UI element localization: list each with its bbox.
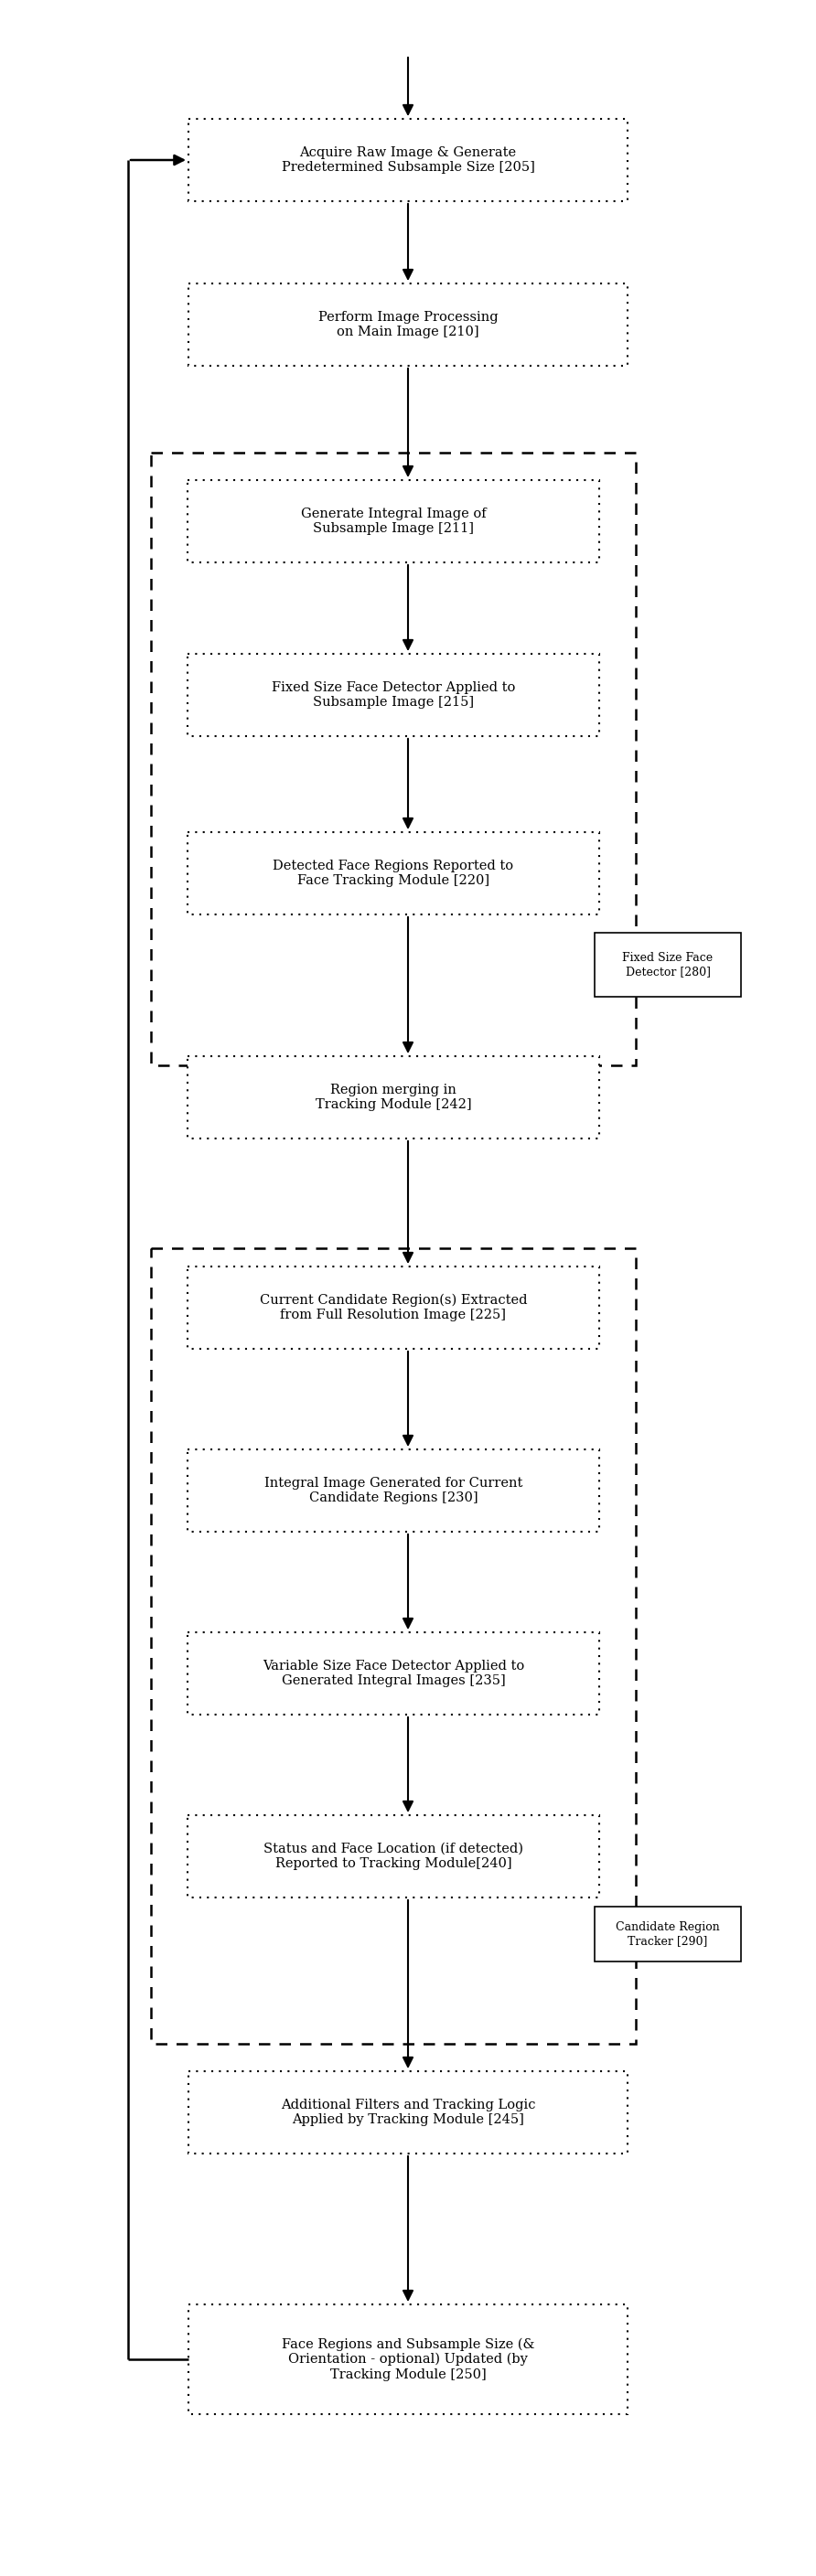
Text: Fixed Size Face
Detector [280]: Fixed Size Face Detector [280] [623, 953, 713, 976]
Text: Face Regions and Subsample Size (&
Orientation - optional) Updated (by
Tracking : Face Regions and Subsample Size (& Orien… [282, 2336, 534, 2380]
Bar [188, 1816, 599, 1899]
Bar [595, 933, 741, 997]
Bar [188, 654, 599, 737]
Bar [188, 283, 628, 366]
Text: Variable Size Face Detector Applied to
Generated Integral Images [235]: Variable Size Face Detector Applied to G… [263, 1659, 525, 1687]
Text: Additional Filters and Tracking Logic
Applied by Tracking Module [245]: Additional Filters and Tracking Logic Ap… [281, 2099, 535, 2125]
Bar [188, 2306, 628, 2414]
Text: Acquire Raw Image & Generate
Predetermined Subsample Size [205]: Acquire Raw Image & Generate Predetermin… [282, 147, 534, 173]
Bar [151, 453, 636, 1066]
Text: Detected Face Regions Reported to
Face Tracking Module [220]: Detected Face Regions Reported to Face T… [273, 860, 514, 886]
Bar [595, 1906, 741, 1960]
Text: Candidate Region
Tracker [290]: Candidate Region Tracker [290] [616, 1922, 720, 1947]
Bar [188, 118, 628, 201]
Text: Status and Face Location (if detected)
Reported to Tracking Module[240]: Status and Face Location (if detected) R… [264, 1842, 523, 1870]
Text: Region merging in
Tracking Module [242]: Region merging in Tracking Module [242] [315, 1084, 472, 1110]
Text: Generate Integral Image of
Subsample Image [211]: Generate Integral Image of Subsample Ima… [300, 507, 486, 536]
Text: Fixed Size Face Detector Applied to
Subsample Image [215]: Fixed Size Face Detector Applied to Subs… [272, 680, 515, 708]
Text: Perform Image Processing
on Main Image [210]: Perform Image Processing on Main Image [… [318, 312, 498, 337]
Bar [188, 2071, 628, 2154]
Bar [188, 1633, 599, 1716]
Bar [151, 1249, 636, 2043]
Bar [188, 479, 599, 562]
Text: Current Candidate Region(s) Extracted
from Full Resolution Image [225]: Current Candidate Region(s) Extracted fr… [259, 1293, 527, 1321]
Bar [188, 1450, 599, 1533]
Bar [188, 1056, 599, 1139]
Text: Integral Image Generated for Current
Candidate Regions [230]: Integral Image Generated for Current Can… [264, 1476, 522, 1504]
Bar [188, 832, 599, 914]
Bar [188, 1267, 599, 1350]
